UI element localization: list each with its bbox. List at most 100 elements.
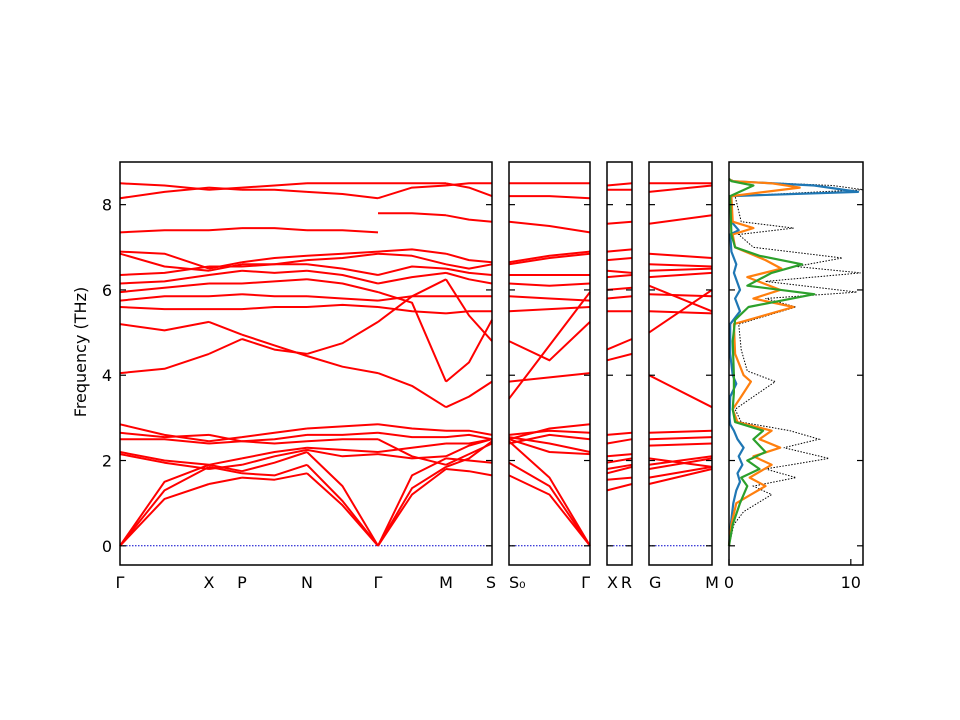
phonon-band-line (606, 295, 633, 300)
dos-series-line-2 (727, 178, 801, 546)
phonon-band-line (508, 321, 591, 362)
phonon-band-line (208, 338, 243, 355)
phonon-band-line (306, 451, 379, 547)
phonon-band-line (606, 463, 633, 470)
panel-frame-2 (508, 161, 591, 566)
phonon-band-line (606, 352, 633, 362)
phonon-band-line (648, 442, 713, 447)
phonon-band-line (508, 252, 591, 266)
phonon-band-line (120, 438, 210, 445)
phonon-band-line (119, 274, 210, 285)
phonon-band-line (119, 229, 209, 234)
phonon-band-line (648, 374, 713, 409)
phonon-band-line (307, 431, 379, 436)
phonon-band-line (306, 423, 379, 430)
phonon-band-line (606, 453, 633, 458)
phonon-band-line (508, 438, 591, 456)
phonon-band-line (119, 182, 210, 191)
phonon-band-line (377, 466, 447, 547)
phonon-band-line (306, 355, 379, 375)
phonon-band-line (306, 278, 379, 294)
phonon-band-line (445, 271, 493, 285)
phonon-band-line (606, 438, 633, 445)
phonon-band-line (648, 252, 713, 259)
phonon-band-line (377, 431, 446, 439)
dos-x-tick-label: 10 (841, 573, 861, 592)
phonon-band-line (242, 188, 308, 193)
phonon-band-line (119, 282, 210, 294)
x-tick-label: X (607, 573, 618, 592)
phonon-band-line (606, 182, 633, 187)
band-panel-2: S₀ Γ (508, 161, 591, 592)
phonon-band-line (241, 182, 308, 189)
phonon-band-line (119, 431, 210, 439)
phonon-band-line (377, 453, 447, 460)
phonon-band-line (606, 457, 633, 464)
phonon-band-line (648, 263, 713, 268)
phonon-band-line (648, 455, 713, 466)
phonon-band-line (606, 269, 633, 274)
phonon-band-line (208, 263, 243, 272)
phonon-band-line (208, 476, 243, 485)
phonon-band-line (242, 259, 308, 266)
phonon-band-line (241, 306, 307, 311)
phonon-band-line (648, 293, 713, 298)
y-tick-label: 2 (102, 452, 112, 471)
phonon-band-line (648, 436, 713, 441)
phonon-band-line (241, 463, 308, 477)
phonon-band-line (119, 320, 210, 332)
phonon-band-line (606, 274, 633, 279)
phonon-band-line (377, 457, 447, 547)
phonon-band-line (648, 214, 713, 225)
phonon-band-line (119, 295, 209, 302)
y-tick-label: 8 (102, 196, 112, 215)
phonon-band-line (119, 453, 210, 470)
phonon-band-line (306, 250, 379, 257)
phonon-band-line (241, 293, 307, 298)
phonon-band-line (377, 468, 447, 547)
phonon-band-line (119, 252, 210, 272)
phonon-band-line (508, 306, 591, 313)
phonon-band-line (606, 431, 633, 436)
phonon-band-line (208, 293, 243, 298)
phonon-band-line (508, 461, 591, 547)
phonon-band-line (606, 338, 633, 351)
phonon-band-line (208, 269, 243, 276)
phonon-band-line (119, 423, 210, 443)
dos-series-line-3 (727, 178, 816, 546)
y-tick-label: 6 (102, 281, 112, 300)
panel-frame-3 (606, 161, 633, 566)
phonon-band-line (241, 269, 308, 274)
phonon-band-line (445, 442, 493, 466)
phonon-band-line (509, 195, 591, 200)
x-tick-label: X (204, 573, 215, 592)
phonon-band-line (648, 457, 713, 470)
dos-panel: 0 10 (724, 161, 864, 592)
phonon-band-line (606, 476, 633, 481)
dos-total-line (728, 178, 864, 546)
phonon-band-line (306, 252, 379, 262)
phonon-band-line (445, 182, 493, 198)
phonon-band-line (119, 463, 210, 547)
phonon-band-line (508, 436, 591, 453)
x-tick-label: G (649, 573, 661, 592)
phonon-band-line (208, 186, 243, 191)
phonon-band-line (445, 433, 493, 441)
phonon-band-line (377, 252, 447, 266)
phonon-band-line (648, 468, 713, 485)
phonon-band-line (208, 436, 243, 443)
phonon-band-line (241, 448, 308, 466)
phonon-band-line (119, 451, 210, 466)
phonon-band-line (377, 306, 447, 315)
phonon-band-line (241, 433, 308, 443)
phonon-band-line (208, 433, 243, 443)
phonon-band-line (445, 380, 493, 409)
phonon-band-line (648, 267, 713, 272)
phonon-band-line (648, 457, 713, 468)
x-tick-label: S₀ (509, 573, 526, 592)
phonon-band-line (648, 289, 713, 334)
phonon-band-line (241, 427, 308, 439)
phonon-band-line (119, 250, 210, 270)
